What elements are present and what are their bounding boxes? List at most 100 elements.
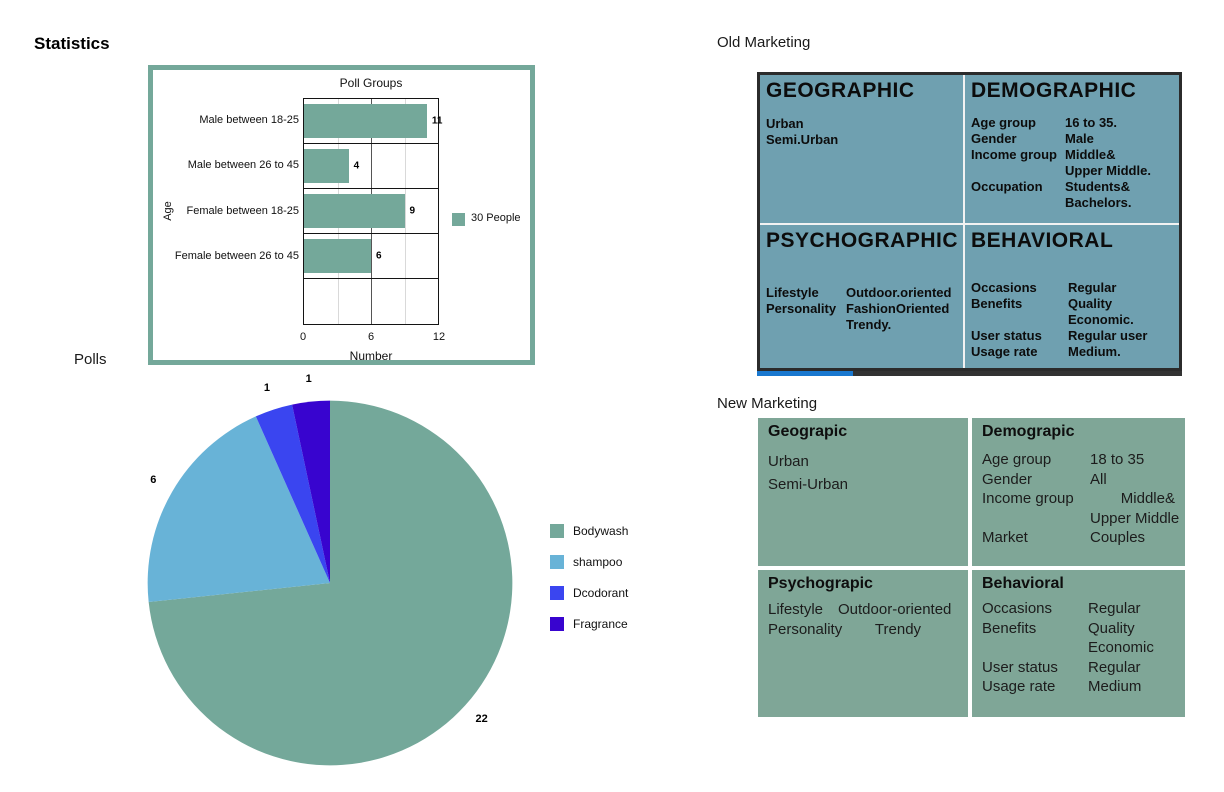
kv-value: Regular	[1088, 600, 1141, 617]
kv-row: Occasions Regular	[971, 280, 1173, 296]
x-tick-label: 12	[432, 331, 446, 343]
category-label: Female between 26 to 45	[174, 249, 299, 262]
quadrant-header: PSYCHOGRAPHIC	[766, 229, 959, 252]
kv-label: Lifestyle	[766, 285, 819, 300]
legend-swatch	[550, 586, 564, 600]
kv-row: Economic.	[971, 312, 1173, 328]
kv-label: Benefits	[982, 619, 1037, 637]
category-label: Female between 18-25	[186, 204, 299, 217]
bar-chart-x-axis-label: Number	[349, 349, 393, 363]
bar	[304, 194, 405, 228]
pie-slice-shampoo	[147, 416, 330, 603]
pie-value-label: 1	[305, 373, 312, 386]
quadrant-rows: Occasions Regular Benefits Quality Economic U…	[982, 599, 1175, 697]
kv-value: Regular user	[1068, 328, 1148, 343]
kv-row: Economic	[982, 638, 1175, 658]
kv-value: Students&	[1065, 179, 1130, 194]
gridline	[404, 99, 406, 324]
x-tick-label: 0	[299, 331, 307, 343]
kv-value: Trendy	[874, 620, 922, 638]
pie-slice-Bodywash	[148, 400, 513, 766]
kv-label: Occasions	[971, 280, 1037, 295]
kv-label: Lifestyle	[768, 601, 824, 618]
bar	[304, 149, 349, 183]
quadrant-header: DEMOGRAPHIC	[971, 79, 1137, 102]
kv-row: Gender All	[982, 470, 1175, 490]
kv-label: Market	[982, 529, 1028, 546]
kv-row: Market Couples	[982, 528, 1175, 548]
kv-label: Usage rate	[971, 344, 1038, 359]
bar-row: 11	[304, 99, 442, 144]
kv-row: Income group Middle&	[971, 147, 1173, 163]
kv-label	[971, 312, 1068, 328]
legend-label: Fragrance	[573, 617, 628, 631]
kv-value: Regular	[1068, 280, 1117, 295]
quadrant-rows: Age group 16 to 35. Gender Male Income group…	[971, 115, 1173, 211]
kv-row: Benefits Quality	[982, 619, 1175, 639]
kv-value: Trendy.	[846, 317, 892, 332]
bar-value-label: 4	[353, 160, 360, 172]
kv-row: Age group 16 to 35.	[971, 115, 1173, 131]
kv-row: Benefits Quality	[971, 296, 1173, 312]
category-label: Male between 18-25	[199, 113, 299, 126]
kv-row: Trendy.	[766, 317, 957, 333]
kv-row: Personality FashionOriented	[766, 301, 957, 317]
table-quadrant-geographic: GEOGRAPHIC Urban Semi.Urban	[760, 75, 963, 223]
kv-value: Economic	[1088, 639, 1154, 656]
quadrant-header: Psychograpic	[768, 575, 873, 592]
kv-label: Personality	[768, 620, 843, 638]
kv-label: Benefits	[971, 296, 1023, 311]
kv-label: Age group	[971, 115, 1036, 130]
legend-label: Dcodorant	[573, 586, 629, 600]
kv-value: Regular	[1088, 658, 1141, 676]
pie-value-label: 1	[263, 381, 271, 394]
table-quadrant-psychograpic: Psychograpic Lifestyle Outdoor-oriented Per…	[758, 570, 968, 717]
kv-value: 18 to 35	[1090, 451, 1145, 468]
kv-label	[971, 195, 1065, 211]
bar-chart-plot-area: 11 4 9 6	[303, 98, 442, 325]
bar	[304, 239, 371, 273]
kv-value: Couples	[1090, 529, 1146, 546]
kv-row: Lifestyle Outdoor.oriented	[766, 285, 957, 301]
legend-item: Dcodorant	[550, 586, 628, 600]
old-marketing-bottom-bar	[757, 371, 1182, 376]
quadrant-header: Geograpic	[768, 423, 848, 440]
kv-label: Personality	[766, 301, 837, 316]
kv-label: User status	[971, 328, 1042, 343]
quadrant-line: Urban	[768, 453, 809, 470]
old-marketing-table: GEOGRAPHIC Urban Semi.Urban DEMOGRAPHIC Age …	[757, 72, 1182, 371]
quadrant-rows: Lifestyle Outdoor-oriented Personality Tren…	[768, 600, 958, 639]
kv-value: Male	[1065, 131, 1094, 146]
quadrant-lines: Urban Semi.Urban	[766, 116, 957, 148]
bar-row: 9	[304, 189, 438, 234]
kv-value: Upper Middle.	[1065, 163, 1151, 178]
table-quadrant-demograpic: Demograpic Age group 18 to 35 Gender All Inco…	[972, 418, 1185, 566]
kv-label: Occupation	[971, 179, 1043, 194]
kv-value: Outdoor-oriented	[838, 601, 952, 618]
kv-label	[982, 638, 1088, 658]
quadrant-header: Behavioral	[982, 575, 1064, 592]
bar-row: 4	[304, 144, 438, 189]
kv-value: Middle&	[1065, 147, 1116, 162]
polls-heading: Polls	[74, 351, 107, 368]
kv-row: Occasions Regular	[982, 599, 1175, 619]
bar-chart-title: Poll Groups	[339, 76, 403, 90]
kv-label: Gender	[982, 470, 1033, 488]
bar-row: 6	[304, 234, 438, 279]
kv-value: Quality	[1088, 619, 1135, 637]
kv-value: Bachelors.	[1065, 195, 1132, 210]
kv-label: Occasions	[982, 600, 1053, 617]
kv-row: Gender Male	[971, 131, 1173, 147]
new-marketing-heading: New Marketing	[717, 395, 818, 412]
legend-swatch	[550, 617, 564, 631]
kv-value: Upper Middle	[1090, 509, 1180, 527]
kv-row: Personality Trendy	[768, 620, 958, 640]
pie-value-label: 22	[475, 712, 488, 725]
quadrant-lines: Urban Semi-Urban	[768, 450, 958, 496]
table-quadrant-behavioral: BEHAVIORAL Occasions Regular Benefits Qualit…	[965, 225, 1179, 368]
quadrant-header: Demograpic	[982, 423, 1075, 440]
quadrant-rows: Lifestyle Outdoor.oriented Personality Fash…	[766, 285, 957, 333]
kv-row: Usage rate Medium.	[971, 344, 1173, 360]
legend-item: shampoo	[550, 555, 628, 569]
poll-groups-chart-panel: Poll Groups Age 11 4 9 6 Number 30 People M…	[148, 65, 535, 365]
